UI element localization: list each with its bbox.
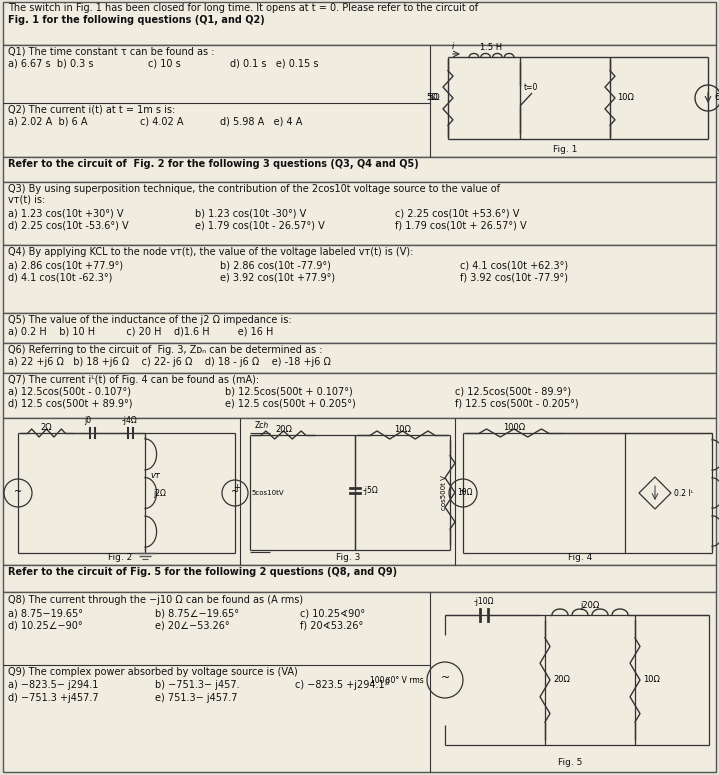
Text: Q9) The complex power absorbed by voltage source is (VA): Q9) The complex power absorbed by voltag… <box>8 667 298 677</box>
Text: e) 12.5 cos(500t + 0.205°): e) 12.5 cos(500t + 0.205°) <box>225 399 356 409</box>
Text: 20Ω: 20Ω <box>553 676 570 684</box>
Text: 5Ω: 5Ω <box>426 94 438 102</box>
Text: f) 3.92 cos(10t -77.9°): f) 3.92 cos(10t -77.9°) <box>460 272 568 282</box>
Text: 1.5 H: 1.5 H <box>480 43 503 53</box>
Text: Q8) The current through the −j10 Ω can be found as (A rms): Q8) The current through the −j10 Ω can b… <box>8 595 303 605</box>
Text: vᴛ(t) is:: vᴛ(t) is: <box>8 195 45 205</box>
Text: c) 4.1 cos(10t +62.3°): c) 4.1 cos(10t +62.3°) <box>460 260 568 270</box>
Text: a) 0.2 H    b) 10 H          c) 20 H    d)1.6 H         e) 16 H: a) 0.2 H b) 10 H c) 20 H d)1.6 H e) 16 H <box>8 327 273 337</box>
Text: Refer to the circuit of Fig. 5 for the following 2 questions (Q8, and Q9): Refer to the circuit of Fig. 5 for the f… <box>8 567 397 577</box>
Text: f) 1.79 cos(10t + 26.57°) V: f) 1.79 cos(10t + 26.57°) V <box>395 220 526 230</box>
Text: j20Ω: j20Ω <box>580 601 600 611</box>
Text: c) −823.5 +j294.1: c) −823.5 +j294.1 <box>295 680 385 690</box>
Text: a) 1.23 cos(10t +30°) V: a) 1.23 cos(10t +30°) V <box>8 208 124 218</box>
Text: 2cos10t V: 2cos10t V <box>0 476 2 511</box>
Text: 20Ω: 20Ω <box>275 425 292 433</box>
Text: Fig. 3: Fig. 3 <box>336 553 360 562</box>
Text: 10Ω: 10Ω <box>394 425 411 433</box>
Text: b) 12.5cos(500t + 0.107°): b) 12.5cos(500t + 0.107°) <box>225 387 353 397</box>
Text: 0.2 Iᴸ: 0.2 Iᴸ <box>674 488 693 498</box>
Text: e) 751.3− j457.7: e) 751.3− j457.7 <box>155 693 237 703</box>
Bar <box>3 313 716 343</box>
Bar <box>3 565 716 592</box>
Text: Q5) The value of the inductance of the j2 Ω impedance is:: Q5) The value of the inductance of the j… <box>8 315 292 325</box>
Text: 10Ω: 10Ω <box>643 676 660 684</box>
Text: a) 22 +j6 Ω   b) 18 +j6 Ω    c) 22- j6 Ω    d) 18 - j6 Ω    e) -18 +j6 Ω: a) 22 +j6 Ω b) 18 +j6 Ω c) 22- j6 Ω d) 1… <box>8 357 331 367</box>
Text: -j10Ω: -j10Ω <box>474 597 494 606</box>
Bar <box>3 418 716 565</box>
Text: a) 6.67 s  b) 0.3 s: a) 6.67 s b) 0.3 s <box>8 59 93 69</box>
Text: Q3) By using superposition technique, the contribution of the 2cos10t voltage so: Q3) By using superposition technique, th… <box>8 184 500 194</box>
Text: i: i <box>452 42 454 51</box>
Text: f) 12.5 cos(500t - 0.205°): f) 12.5 cos(500t - 0.205°) <box>455 399 579 409</box>
Text: f) 20∢53.26°: f) 20∢53.26° <box>300 620 363 630</box>
Text: d) 2.25 cos(10t -53.6°) V: d) 2.25 cos(10t -53.6°) V <box>8 220 129 230</box>
Text: Q4) By applying KCL to the node vᴛ(t), the value of the voltage labeled vᴛ(t) is: Q4) By applying KCL to the node vᴛ(t), t… <box>8 247 413 257</box>
Text: c) 12.5cos(500t - 89.9°): c) 12.5cos(500t - 89.9°) <box>455 387 571 397</box>
Bar <box>3 2 716 45</box>
Text: b) 2.86 cos(10t -77.9°): b) 2.86 cos(10t -77.9°) <box>220 260 331 270</box>
Bar <box>3 343 716 373</box>
Text: 2Ω: 2Ω <box>41 422 52 432</box>
Text: -j4Ω: -j4Ω <box>122 416 138 425</box>
Text: a) 2.02 A  b) 6 A: a) 2.02 A b) 6 A <box>8 117 88 127</box>
Text: 5cos10tV: 5cos10tV <box>251 490 283 496</box>
Text: Refer to the circuit of  Fig. 2 for the following 3 questions (Q3, Q4 and Q5): Refer to the circuit of Fig. 2 for the f… <box>8 159 418 169</box>
Text: b) 1.23 cos(10t -30°) V: b) 1.23 cos(10t -30°) V <box>195 208 306 218</box>
Text: ~: ~ <box>440 673 449 683</box>
Text: 5Ω: 5Ω <box>429 94 440 102</box>
Text: a) 12.5cos(500t - 0.107°): a) 12.5cos(500t - 0.107°) <box>8 387 131 397</box>
Text: Q2) The current i(t) at t = 1m s is:: Q2) The current i(t) at t = 1m s is: <box>8 105 175 115</box>
Text: c) 4.02 A: c) 4.02 A <box>140 117 183 127</box>
Bar <box>3 373 716 418</box>
Text: 100∯0° V rms: 100∯0° V rms <box>370 676 424 684</box>
Bar <box>3 45 716 157</box>
Text: b) −751.3− j457.: b) −751.3− j457. <box>155 680 239 690</box>
Bar <box>3 245 716 313</box>
Text: ~: ~ <box>231 487 239 497</box>
Text: Fig. 2: Fig. 2 <box>108 553 132 562</box>
Text: j2Ω: j2Ω <box>153 488 166 498</box>
Text: d) 12.5 cos(500t + 89.9°): d) 12.5 cos(500t + 89.9°) <box>8 399 132 409</box>
Bar <box>3 592 716 772</box>
Text: cos500t V: cos500t V <box>441 476 447 511</box>
Text: e) 1.79 cos(10t - 26.57°) V: e) 1.79 cos(10t - 26.57°) V <box>195 220 325 230</box>
Text: e) 20∠−53.26°: e) 20∠−53.26° <box>155 620 229 630</box>
Text: The switch in Fig. 1 has been closed for long time. It opens at t = 0. Please re: The switch in Fig. 1 has been closed for… <box>8 3 478 13</box>
Text: j0: j0 <box>84 416 91 425</box>
Text: Zᴄℎ: Zᴄℎ <box>255 421 269 430</box>
Text: c) 10 s: c) 10 s <box>148 59 180 69</box>
Text: 100Ω: 100Ω <box>503 422 525 432</box>
Text: d) 10.25∠−90°: d) 10.25∠−90° <box>8 620 83 630</box>
Text: +: + <box>234 484 240 492</box>
Text: c) 2.25 cos(10t +53.6°) V: c) 2.25 cos(10t +53.6°) V <box>395 208 519 218</box>
Text: t=0: t=0 <box>524 83 539 92</box>
Text: Fig. 1 for the following questions (Q1, and Q2): Fig. 1 for the following questions (Q1, … <box>8 15 265 25</box>
Text: a) 8.75−19.65°: a) 8.75−19.65° <box>8 608 83 618</box>
Text: a) −823.5− j294.1: a) −823.5− j294.1 <box>8 680 99 690</box>
Text: Fig. 5: Fig. 5 <box>558 758 582 767</box>
Text: Q1) The time constant τ can be found as :: Q1) The time constant τ can be found as … <box>8 47 214 57</box>
Text: Q7) The current iᴸ(t) of Fig. 4 can be found as (mA):: Q7) The current iᴸ(t) of Fig. 4 can be f… <box>8 375 259 385</box>
Text: Q6) Referring to the circuit of  Fig. 3, Zᴅₙ can be determined as :: Q6) Referring to the circuit of Fig. 3, … <box>8 345 323 355</box>
Text: ~: ~ <box>14 487 22 497</box>
Text: d) 0.1 s   e) 0.15 s: d) 0.1 s e) 0.15 s <box>230 59 319 69</box>
Text: c) 10.25∢90°: c) 10.25∢90° <box>300 608 365 618</box>
Text: -j5Ω: -j5Ω <box>363 486 379 495</box>
Text: d) 4.1 cos(10t -62.3°): d) 4.1 cos(10t -62.3°) <box>8 272 112 282</box>
Text: b) 8.75∠−19.65°: b) 8.75∠−19.65° <box>155 608 239 618</box>
Text: d) −751.3 +j457.7: d) −751.3 +j457.7 <box>8 693 99 703</box>
Text: 10Ω: 10Ω <box>617 94 634 102</box>
Text: a) 2.86 cos(10t +77.9°): a) 2.86 cos(10t +77.9°) <box>8 260 123 270</box>
Text: d) 5.98 A   e) 4 A: d) 5.98 A e) 4 A <box>220 117 303 127</box>
Text: e) 3.92 cos(10t +77.9°): e) 3.92 cos(10t +77.9°) <box>220 272 335 282</box>
Text: vᴛ: vᴛ <box>150 471 160 480</box>
Bar <box>3 182 716 245</box>
Text: ~: ~ <box>459 487 467 497</box>
Text: 10Ω: 10Ω <box>457 488 472 497</box>
Text: 6 A: 6 A <box>715 94 719 102</box>
Bar <box>3 157 716 182</box>
Text: Fig. 4: Fig. 4 <box>568 553 592 562</box>
Text: Fig. 1: Fig. 1 <box>553 145 577 154</box>
